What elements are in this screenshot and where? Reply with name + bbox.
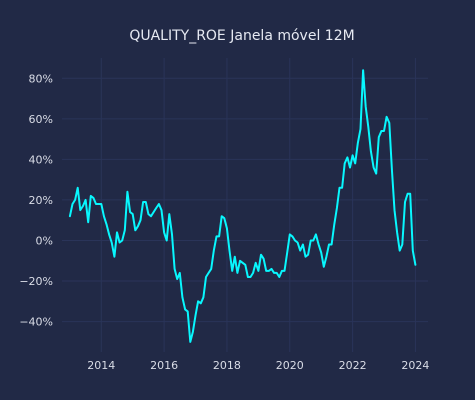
x-tick-label: 2024 — [401, 359, 429, 372]
x-tick-label: 2018 — [213, 359, 241, 372]
y-tick-label: 0% — [36, 234, 53, 247]
y-axis-tick-labels: −40% −20% 0% 20% 40% 60% 80% — [19, 72, 53, 328]
grid-lines — [62, 58, 428, 352]
series-line — [68, 69, 417, 343]
y-tick-label: 20% — [29, 194, 53, 207]
y-tick-label: 80% — [29, 72, 53, 85]
x-tick-label: 2022 — [339, 359, 367, 372]
x-tick-label: 2016 — [150, 359, 178, 372]
y-tick-label: −40% — [19, 316, 53, 329]
y-tick-label: −20% — [19, 275, 53, 288]
chart-title: QUALITY_ROE Janela móvel 12M — [129, 28, 354, 44]
x-tick-label: 2014 — [87, 359, 115, 372]
x-tick-label: 2020 — [276, 359, 304, 372]
y-tick-label: 60% — [29, 113, 53, 126]
series-layer — [68, 69, 417, 343]
x-axis-tick-labels: 2014 2016 2018 2020 2022 2024 — [87, 359, 429, 372]
y-tick-label: 40% — [29, 153, 53, 166]
